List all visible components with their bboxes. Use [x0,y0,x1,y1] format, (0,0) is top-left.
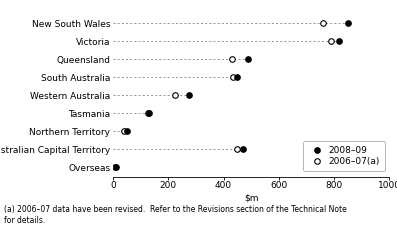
X-axis label: $m: $m [244,193,258,202]
Legend: 2008–09, 2006–07(a): 2008–09, 2006–07(a) [303,141,385,171]
Text: (a) 2006–07 data have been revised.  Refer to the Revisions section of the Techn: (a) 2006–07 data have been revised. Refe… [4,205,347,225]
